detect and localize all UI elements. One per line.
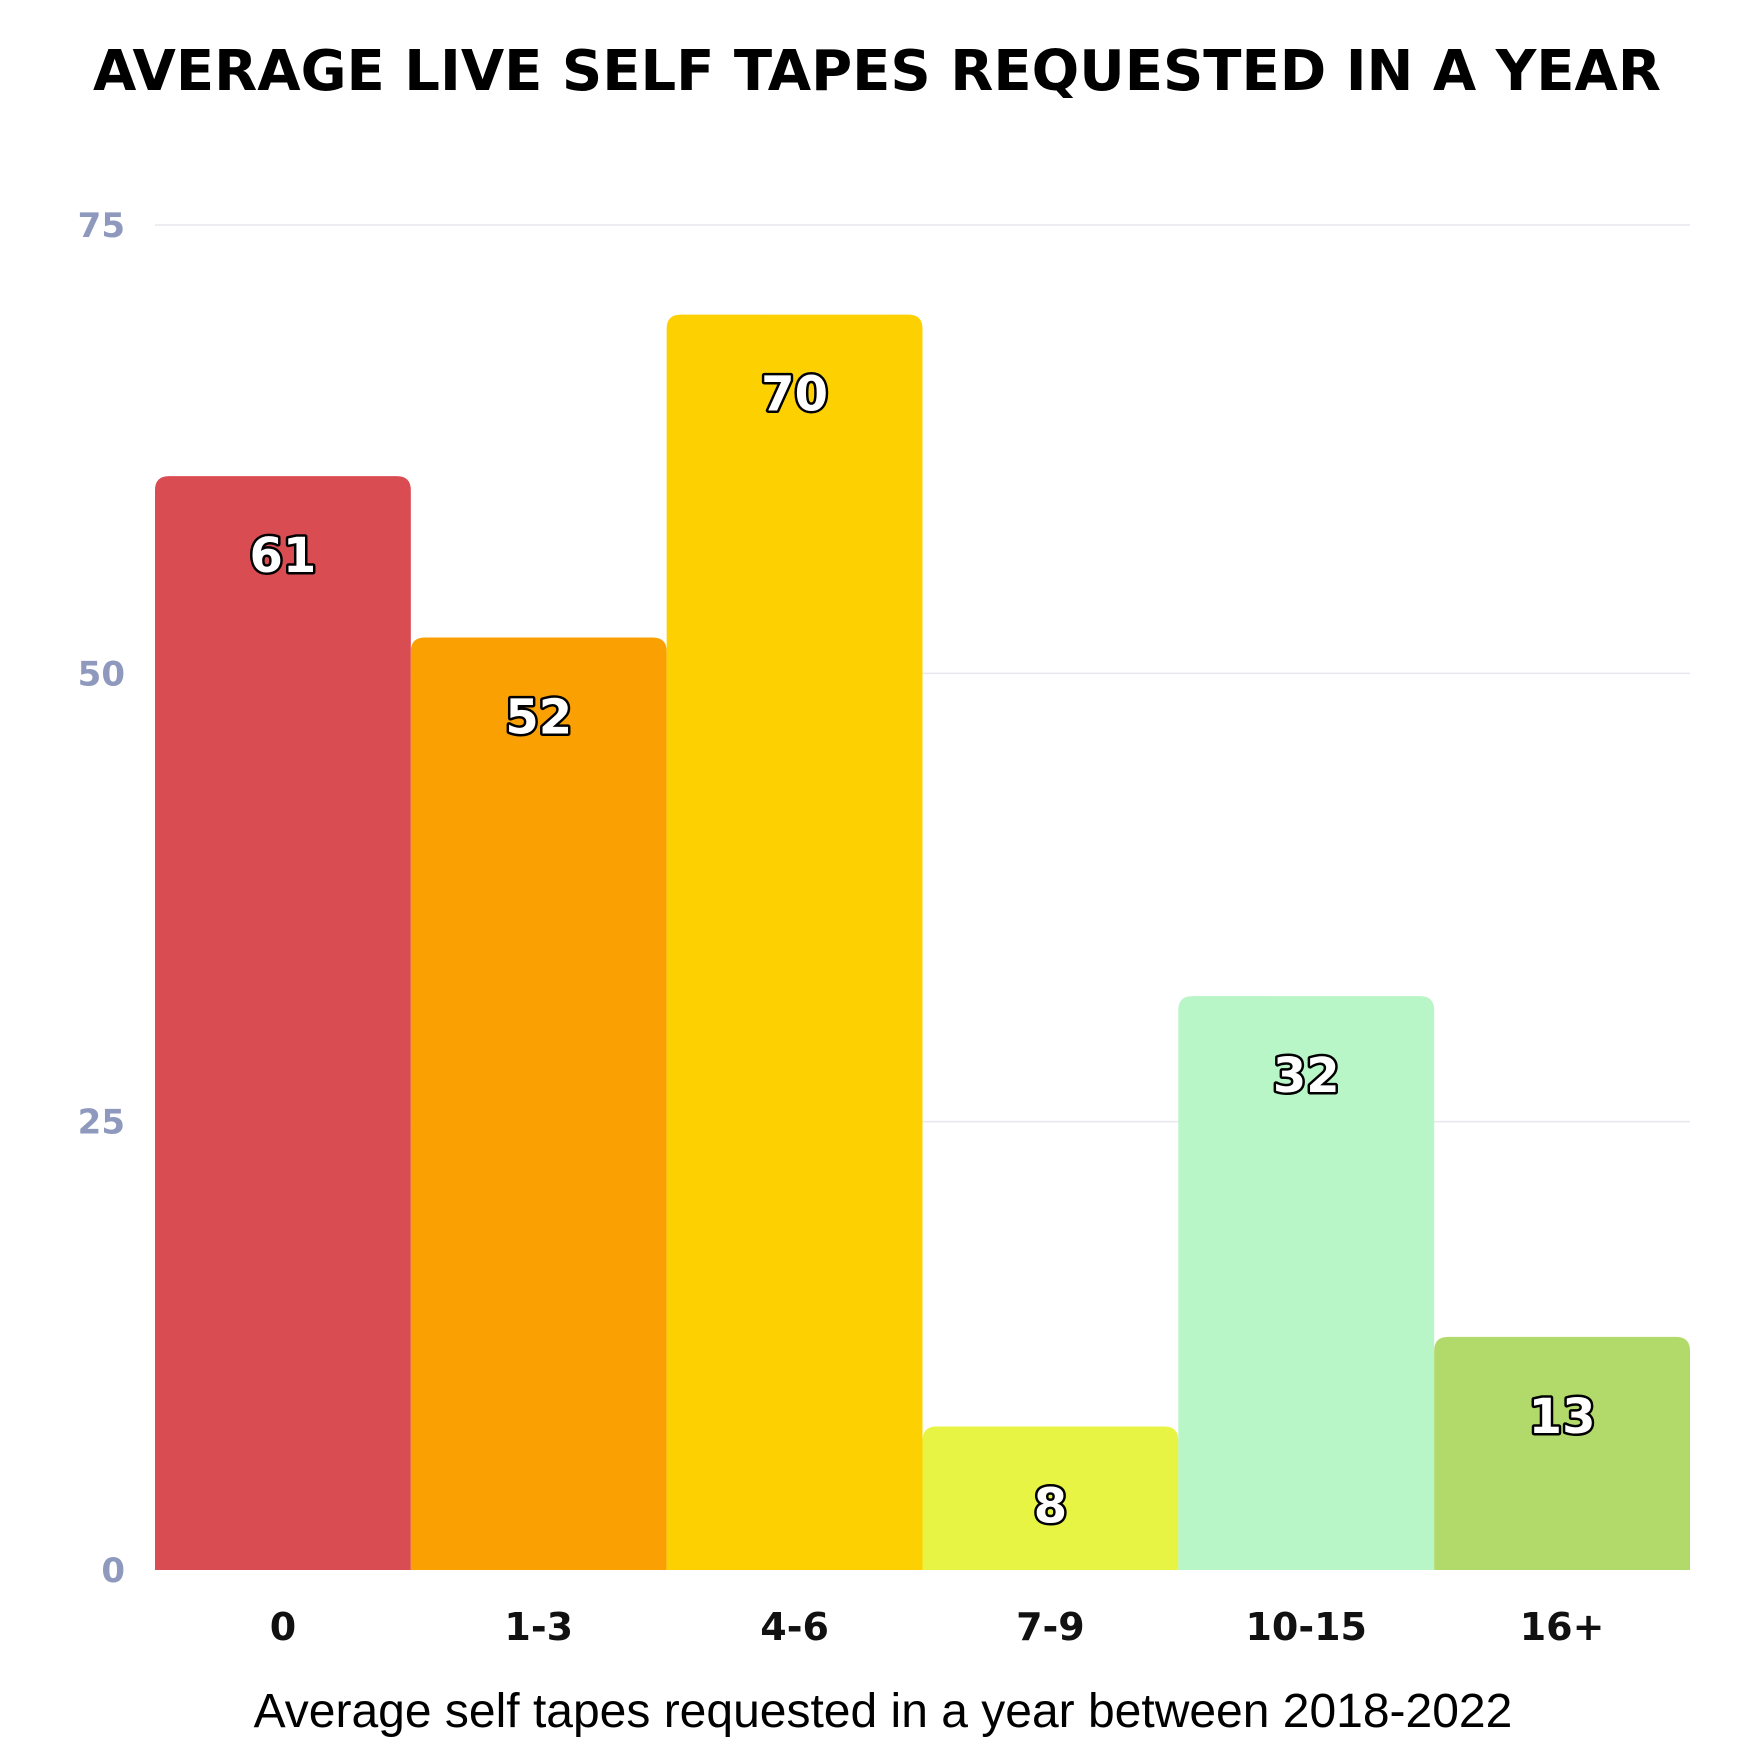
data-label-10-15: 32	[1273, 1048, 1340, 1104]
bar-10-15	[1178, 996, 1435, 1570]
bar-7-9	[922, 1426, 1179, 1570]
bar-4-6	[666, 314, 923, 1571]
x-tick-label: 16+	[1520, 1605, 1605, 1649]
y-tick-label: 0	[101, 1551, 125, 1591]
data-label-0: 61	[250, 528, 317, 584]
y-tick-label: 50	[78, 654, 125, 694]
x-tick-label: 10-15	[1245, 1605, 1367, 1649]
y-tick-label: 25	[78, 1103, 125, 1143]
bar-0	[155, 476, 411, 1571]
bar-16+	[1434, 1336, 1690, 1570]
x-axis-ticks: 0 1-3 4-6 7-9 10-15 16+	[270, 1605, 1605, 1649]
x-tick-label: 7-9	[1016, 1605, 1085, 1649]
bar-1-3	[410, 637, 667, 1570]
x-tick-label: 1-3	[504, 1605, 573, 1649]
bars	[155, 314, 1690, 1571]
x-tick-label: 4-6	[760, 1605, 829, 1649]
data-labels: 61 52 70 8 32 13	[247, 364, 1598, 1537]
x-tick-label: 0	[270, 1605, 296, 1649]
chart-title: AVERAGE LIVE SELF TAPES REQUESTED IN A Y…	[93, 39, 1661, 104]
x-axis-label: Average self tapes requested in a year b…	[254, 1685, 1513, 1738]
y-tick-label: 75	[78, 206, 125, 246]
data-label-7-9: 8	[1034, 1479, 1067, 1535]
data-label-16+: 13	[1529, 1389, 1596, 1445]
data-label-4-6: 70	[761, 367, 828, 423]
y-axis-ticks: 0 25 50 75	[78, 206, 125, 1591]
data-label-1-3: 52	[505, 689, 572, 745]
